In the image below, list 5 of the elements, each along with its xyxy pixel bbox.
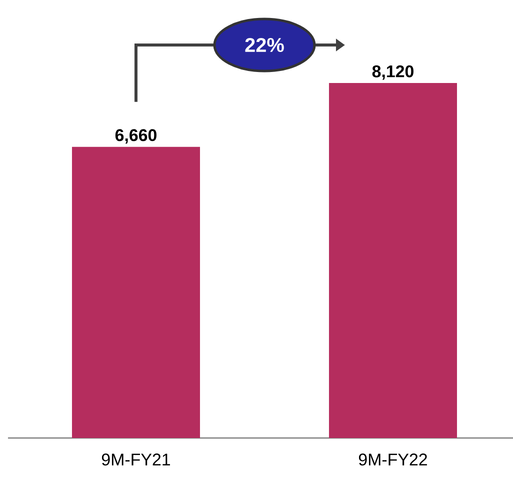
x-tick-label: 9M-FY22 — [358, 454, 427, 466]
data-label: 6,660 — [115, 129, 156, 144]
text: 22% — [245, 38, 284, 52]
x-tick-label: 9M-FY21 — [102, 454, 170, 466]
data-label: 8,120 — [372, 65, 414, 80]
